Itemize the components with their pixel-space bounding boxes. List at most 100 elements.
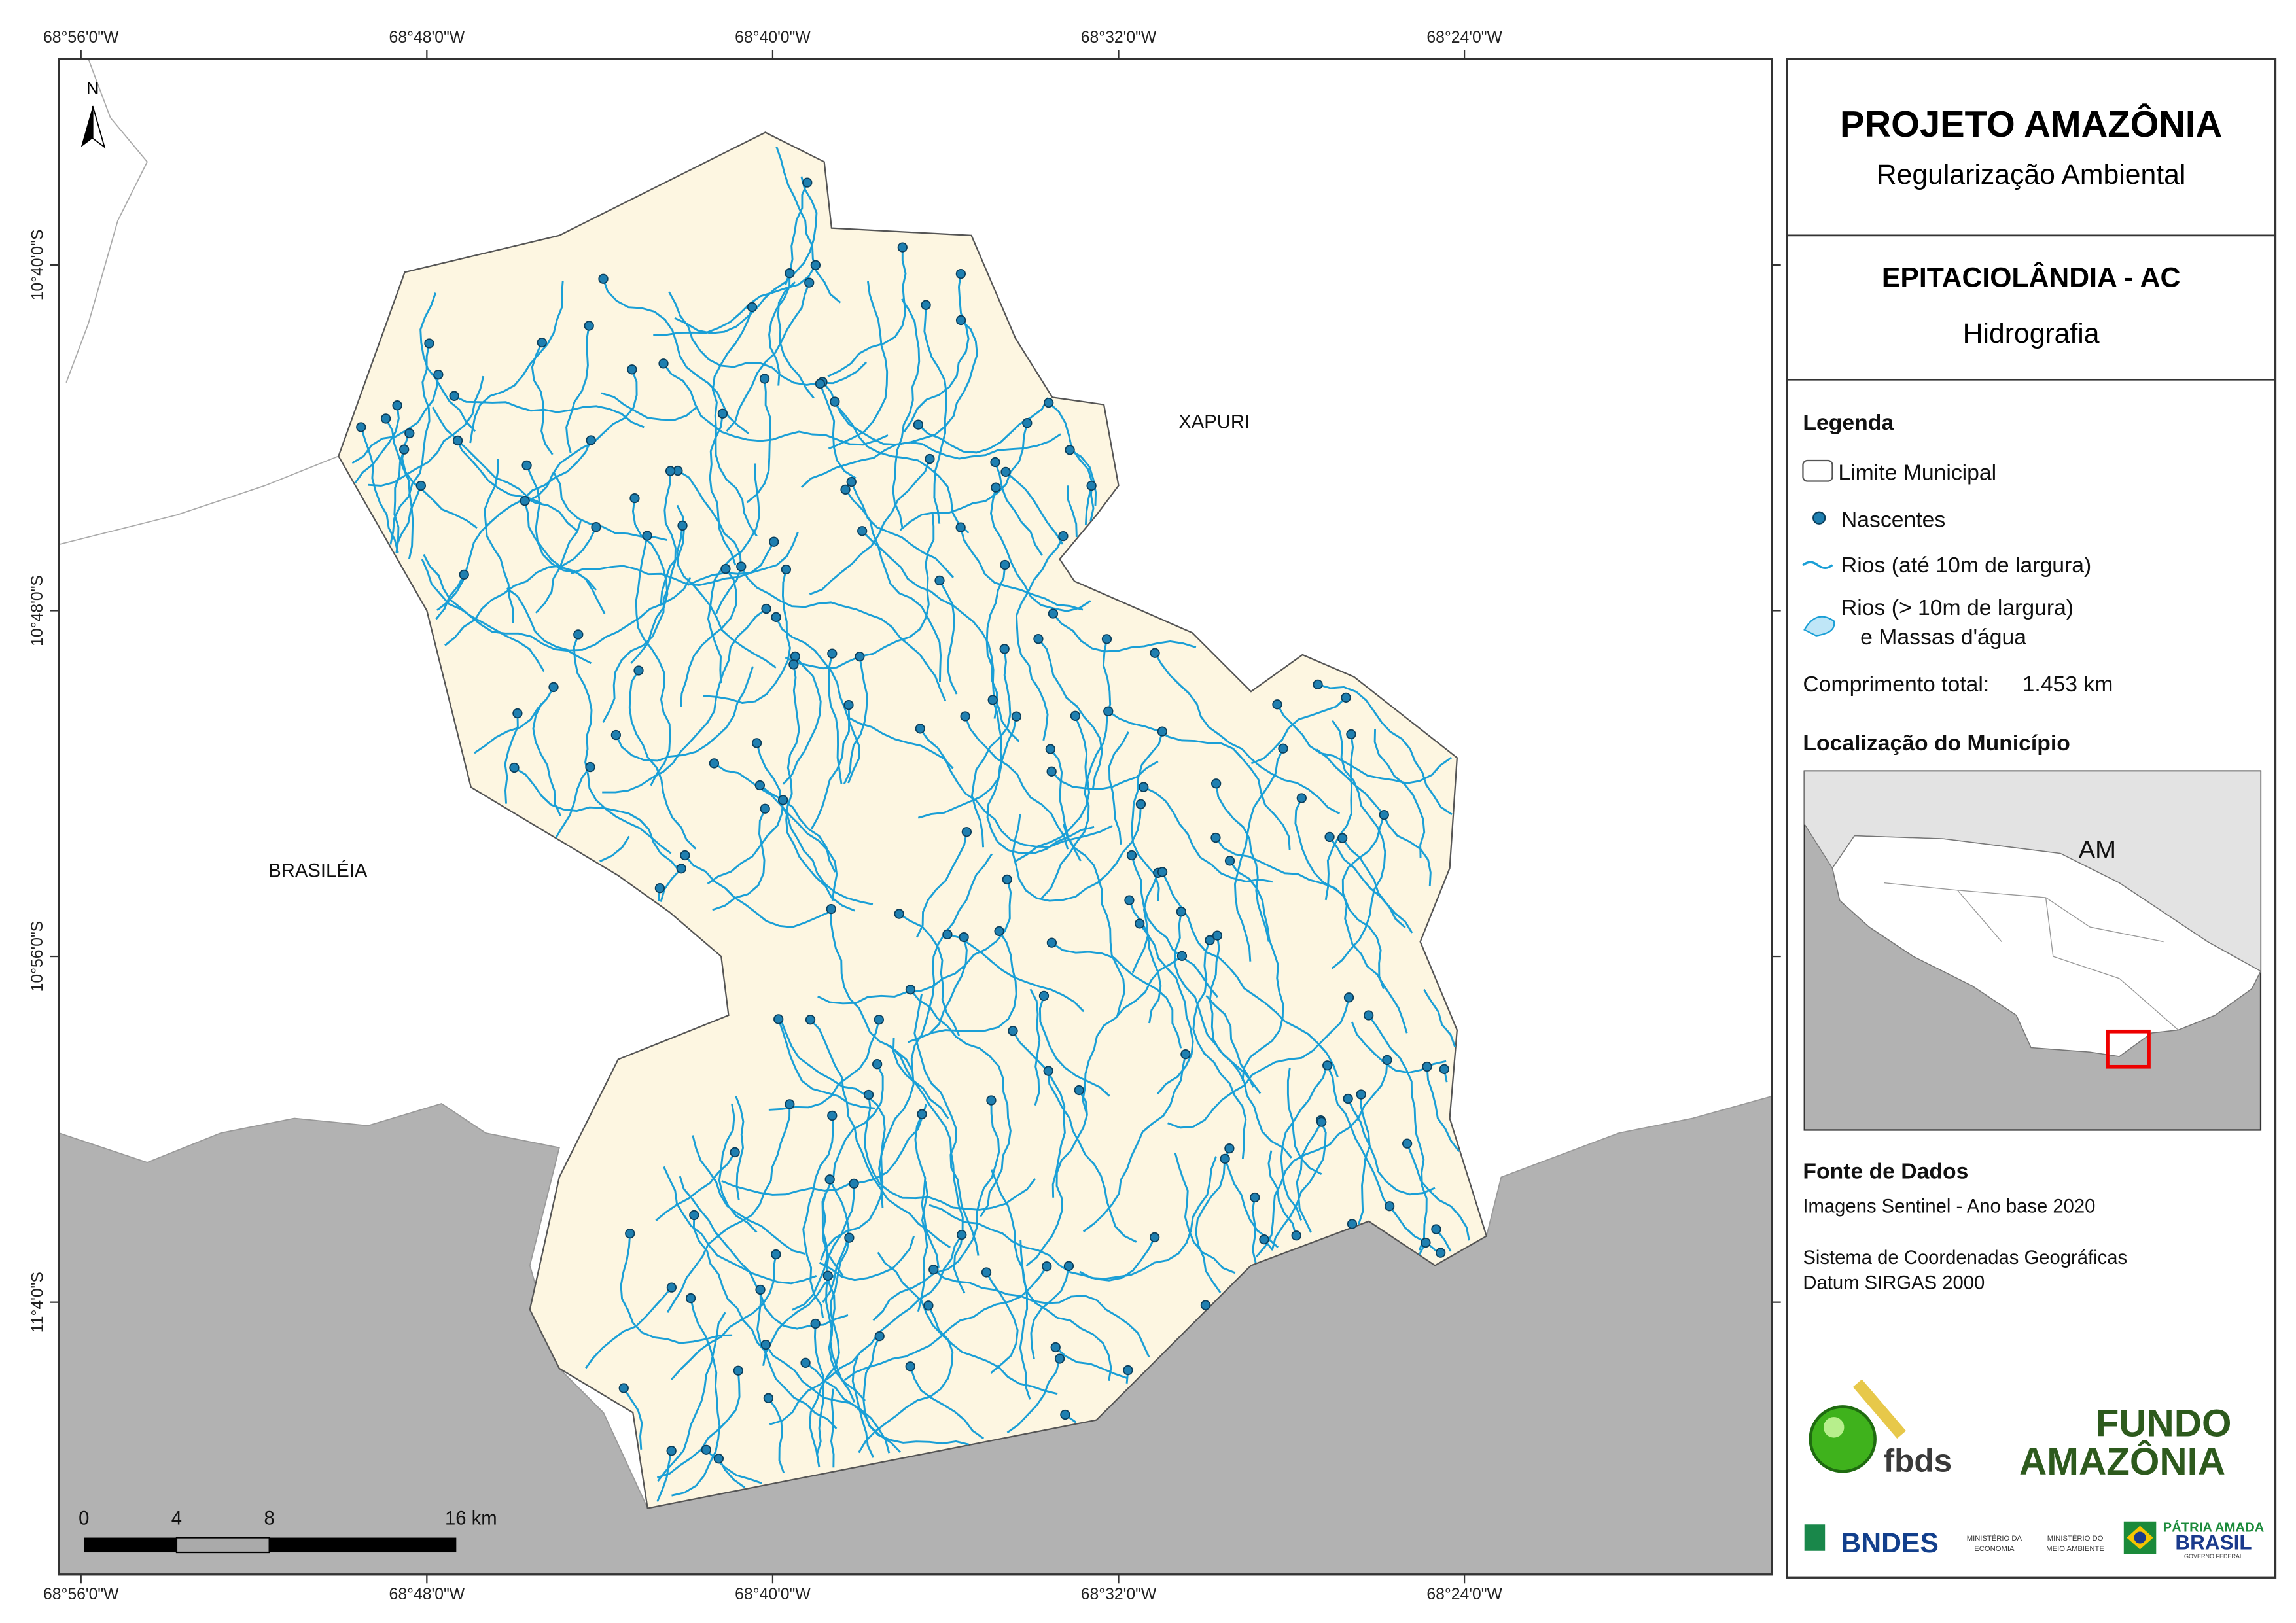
- sources-line: Sistema de Coordenadas Geográficas: [1803, 1248, 2127, 1268]
- river: [1286, 1067, 1322, 1176]
- spring: [921, 300, 931, 310]
- river: [674, 176, 818, 334]
- spring: [1176, 907, 1186, 917]
- spring: [1126, 850, 1137, 861]
- logo-text: PÁTRIA AMADA: [2163, 1520, 2265, 1535]
- spring: [1043, 1066, 1053, 1076]
- legend-item: e Massas d'água: [1860, 625, 2026, 650]
- spring: [872, 1059, 883, 1070]
- spring: [1324, 831, 1335, 843]
- subtitle: Regularização Ambiental: [1877, 159, 2186, 190]
- frame-border: [58, 58, 1773, 1576]
- map-frame: XAPURI BRASILÉIA N 0 4 8 16 km: [58, 58, 1773, 1576]
- sources-line: Datum SIRGAS 2000: [1803, 1272, 1985, 1293]
- lon-label: 68°48'0"W: [389, 1586, 465, 1603]
- spring: [1224, 856, 1235, 866]
- legend-item: Rios (> 10m de largura): [1841, 595, 2074, 620]
- river: [1294, 797, 1346, 898]
- spring: [1150, 648, 1160, 658]
- river: [555, 766, 592, 839]
- spring: [1135, 918, 1145, 929]
- spring: [1176, 951, 1188, 962]
- river: [1271, 1120, 1327, 1251]
- spring: [822, 1270, 833, 1281]
- lon-label: 68°56'0"W: [43, 1586, 119, 1603]
- river: [1047, 1070, 1137, 1243]
- logo-text: AMAZÔNIA: [2019, 1439, 2225, 1483]
- spring: [1135, 799, 1146, 809]
- lon-label: 68°24'0"W: [1426, 1586, 1502, 1603]
- spring: [1347, 1219, 1358, 1229]
- river: [785, 664, 855, 912]
- spring: [843, 700, 854, 710]
- logo-text: BNDES: [1841, 1527, 1939, 1559]
- spring: [1322, 1060, 1333, 1071]
- spring: [654, 883, 665, 894]
- spring: [824, 1174, 835, 1185]
- river: [630, 498, 669, 664]
- river: [785, 182, 809, 285]
- spring: [759, 374, 770, 384]
- spring: [874, 1331, 885, 1342]
- river: [759, 784, 836, 873]
- river: [1005, 471, 1064, 545]
- spring: [1210, 778, 1222, 789]
- river: [360, 427, 399, 553]
- river: [814, 1323, 824, 1468]
- river: [1422, 988, 1457, 1047]
- logo-text: GOVERNO FEDERAL: [2184, 1553, 2243, 1560]
- spring: [1045, 744, 1056, 754]
- spring: [846, 477, 857, 487]
- scale-label: 16 km: [445, 1508, 497, 1529]
- river: [419, 292, 476, 432]
- spring: [1200, 1300, 1211, 1310]
- river: [677, 470, 743, 614]
- logo-text: BRASIL: [2175, 1531, 2252, 1554]
- spring: [781, 564, 792, 575]
- spring: [1008, 1026, 1018, 1036]
- river: [655, 1151, 736, 1221]
- lon-label: 68°24'0"W: [1426, 29, 1502, 46]
- spring: [1103, 706, 1114, 716]
- river: [746, 378, 771, 504]
- river: [1048, 402, 1095, 522]
- rivers: [351, 146, 1470, 1502]
- spring: [1060, 1409, 1070, 1420]
- spring: [676, 864, 686, 874]
- legend-swatch: [1803, 616, 1835, 637]
- spring: [713, 1454, 724, 1464]
- river: [916, 831, 968, 938]
- river: [858, 1305, 954, 1454]
- river: [1131, 872, 1159, 973]
- river: [599, 835, 630, 863]
- spring: [810, 1318, 821, 1329]
- spring: [1402, 1138, 1413, 1149]
- spring: [1278, 743, 1288, 754]
- river: [1192, 939, 1247, 1159]
- river: [660, 867, 682, 903]
- logo-text: MEIO AMBIENTE: [2046, 1545, 2104, 1553]
- river: [657, 1312, 726, 1482]
- legend-swatch: [1812, 511, 1826, 525]
- river: [1006, 1358, 1061, 1434]
- river: [692, 1215, 767, 1353]
- legend-swatch: [1802, 459, 1833, 482]
- spring: [573, 629, 584, 640]
- spring: [1054, 1353, 1065, 1364]
- river: [1167, 997, 1350, 1129]
- spring: [1046, 766, 1057, 777]
- river: [1131, 731, 1163, 901]
- spring: [771, 612, 781, 623]
- spring: [994, 926, 1004, 937]
- spring: [928, 1265, 939, 1275]
- river: [782, 655, 822, 785]
- spring: [1341, 692, 1351, 703]
- spring: [990, 457, 1000, 468]
- river: [1173, 911, 1262, 1094]
- spring: [680, 850, 690, 861]
- river: [1051, 941, 1182, 1049]
- spring: [800, 1357, 811, 1368]
- scale-segment: [269, 1537, 457, 1553]
- spring: [999, 644, 1010, 654]
- spring: [1343, 1093, 1353, 1104]
